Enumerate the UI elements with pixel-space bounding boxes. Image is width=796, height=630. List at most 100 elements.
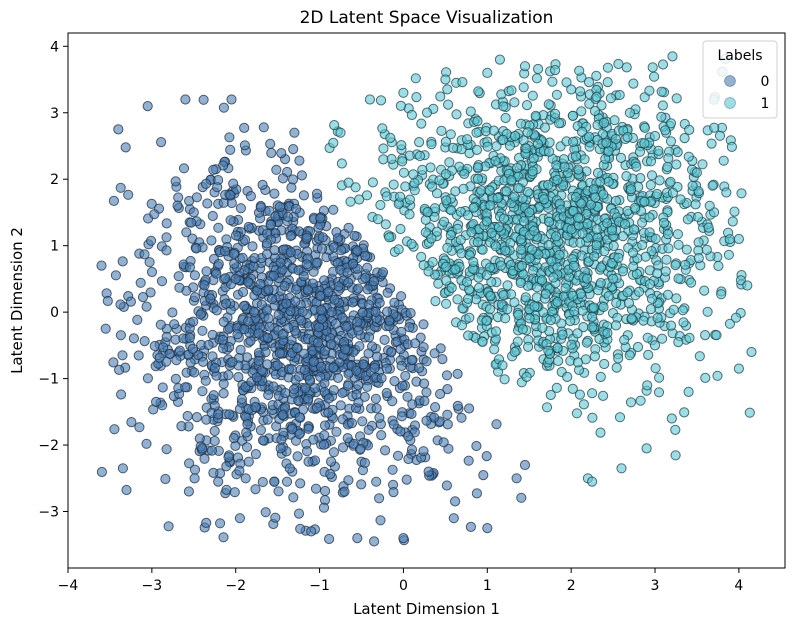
scatter-point-label-1 (589, 251, 600, 262)
scatter-point-label-0 (132, 314, 143, 325)
y-tick-label: 0 (50, 305, 59, 321)
scatter-point-label-1 (485, 200, 496, 211)
scatter-point-label-1 (677, 305, 688, 316)
scatter-point-label-1 (544, 146, 555, 157)
scatter-point-label-1 (431, 188, 443, 199)
scatter-point-label-1 (443, 99, 454, 110)
scatter-point-label-1 (448, 142, 459, 153)
scatter-point-label-0 (115, 330, 127, 341)
scatter-point-label-0 (213, 409, 224, 420)
scatter-point-label-0 (392, 450, 404, 461)
scatter-point-label-1 (468, 256, 479, 268)
scatter-point-label-1 (528, 225, 540, 236)
scatter-point-label-0 (354, 341, 365, 352)
scatter-point-label-1 (395, 100, 406, 112)
scatter-point-label-1 (583, 131, 595, 142)
scatter-point-label-0 (228, 178, 239, 189)
scatter-point-label-0 (249, 253, 260, 264)
x-axis-label: Latent Dimension 1 (353, 600, 500, 618)
scatter-point-label-0 (337, 312, 348, 323)
scatter-point-label-0 (464, 403, 475, 414)
scatter-point-label-1 (665, 118, 677, 129)
scatter-point-label-0 (203, 339, 214, 351)
scatter-point-label-0 (374, 297, 385, 308)
scatter-point-label-0 (185, 357, 196, 368)
scatter-point-label-1 (595, 277, 606, 289)
scatter-point-label-0 (372, 351, 383, 362)
scatter-point-label-1 (434, 175, 445, 186)
scatter-point-label-1 (557, 329, 568, 340)
scatter-point-label-1 (660, 266, 671, 277)
y-tick-label: −2 (38, 438, 59, 454)
scatter-point-label-0 (368, 276, 380, 287)
scatter-point-label-0 (300, 383, 311, 394)
scatter-point-label-0 (229, 258, 240, 269)
scatter-point-label-1 (328, 137, 339, 148)
scatter-point-label-0 (407, 399, 418, 410)
x-tick-label: −1 (309, 578, 330, 594)
scatter-point-label-0 (299, 348, 310, 359)
scatter-point-label-0 (319, 420, 331, 431)
scatter-point-label-0 (370, 306, 381, 317)
scatter-point-label-0 (207, 351, 218, 362)
scatter-point-label-1 (521, 143, 532, 154)
scatter-point-label-0 (371, 403, 382, 414)
scatter-point-label-1 (544, 216, 555, 227)
x-tick-label: −4 (58, 578, 79, 594)
scatter-point-label-1 (531, 292, 542, 303)
scatter-point-label-0 (242, 419, 253, 430)
scatter-point-label-1 (570, 151, 582, 162)
scatter-point-label-0 (357, 416, 368, 427)
scatter-point-label-1 (552, 296, 563, 308)
scatter-point-label-0 (418, 446, 429, 457)
scatter-point-label-0 (317, 232, 328, 243)
scatter-point-label-1 (576, 198, 587, 209)
scatter-point-label-1 (515, 234, 527, 245)
scatter-point-label-1 (490, 326, 502, 337)
scatter-point-label-0 (215, 518, 226, 529)
scatter-point-label-0 (197, 386, 208, 397)
scatter-point-label-0 (389, 297, 400, 308)
scatter-point-label-0 (370, 393, 381, 404)
scatter-point-label-1 (554, 118, 565, 129)
scatter-point-label-1 (575, 86, 586, 97)
scatter-point-label-0 (257, 179, 268, 190)
scatter-point-label-1 (440, 74, 451, 85)
y-axis-label: Latent Dimension 2 (8, 227, 26, 374)
scatter-point-label-0 (316, 305, 327, 316)
scatter-point-label-0 (151, 396, 162, 407)
scatter-point-label-0 (133, 350, 144, 361)
scatter-point-label-1 (733, 233, 745, 245)
scatter-point-label-1 (611, 297, 622, 309)
scatter-point-label-0 (225, 144, 236, 155)
scatter-point-label-0 (137, 292, 149, 303)
scatter-point-label-1 (397, 156, 408, 167)
scatter-point-label-0 (224, 409, 235, 420)
scatter-point-label-0 (219, 246, 231, 257)
scatter-point-label-1 (464, 312, 475, 323)
scatter-point-label-0 (396, 291, 407, 302)
scatter-point-label-0 (471, 488, 482, 499)
scatter-point-label-0 (282, 211, 294, 222)
scatter-point-label-0 (491, 419, 502, 430)
scatter-point-label-1 (364, 94, 375, 105)
scatter-point-label-0 (463, 455, 474, 466)
scatter-point-label-0 (241, 427, 252, 438)
scatter-point-label-1 (733, 363, 745, 374)
scatter-point-label-1 (632, 341, 644, 353)
scatter-point-label-1 (581, 337, 592, 348)
scatter-point-label-1 (577, 305, 588, 316)
scatter-point-label-0 (217, 334, 228, 345)
scatter-point-label-1 (404, 209, 415, 220)
scatter-point-label-0 (389, 376, 400, 387)
scatter-point-label-1 (498, 213, 510, 224)
scatter-point-label-0 (197, 325, 208, 336)
scatter-point-label-0 (353, 397, 364, 408)
scatter-point-label-0 (108, 195, 120, 206)
scatter-point-label-1 (522, 127, 533, 138)
scatter-point-label-0 (144, 257, 155, 268)
scatter-point-label-0 (339, 486, 350, 497)
scatter-point-label-1 (662, 229, 674, 240)
scatter-point-label-0 (280, 387, 291, 399)
scatter-point-label-1 (645, 179, 656, 191)
